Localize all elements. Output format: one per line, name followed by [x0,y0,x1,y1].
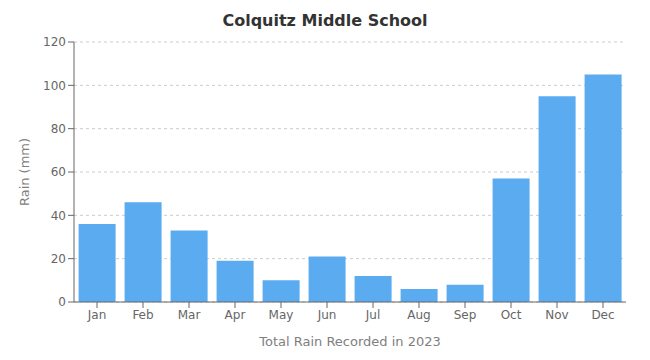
svg-text:40: 40 [51,209,66,223]
svg-text:Rain (mm): Rain (mm) [17,138,32,206]
svg-text:Apr: Apr [225,308,246,322]
svg-text:Jul: Jul [365,308,380,322]
svg-text:120: 120 [43,35,66,49]
svg-text:Jan: Jan [87,308,107,322]
svg-text:May: May [269,308,294,322]
svg-text:Sep: Sep [454,308,477,322]
svg-text:Jun: Jun [317,308,337,322]
html-text:Colquitz Middle School: Colquitz Middle School [222,11,428,30]
svg-text:Nov: Nov [545,308,568,322]
svg-text:Aug: Aug [407,308,430,322]
svg-text:Mar: Mar [178,308,201,322]
svg-text:20: 20 [51,252,66,266]
svg-text:80: 80 [51,122,66,136]
svg-text:0: 0 [58,295,66,309]
svg-text:60: 60 [51,165,66,179]
svg-text:100: 100 [43,79,66,93]
svg-text:Oct: Oct [501,308,522,322]
svg-text:Dec: Dec [591,308,614,322]
svg-text:Feb: Feb [132,308,153,322]
svg-text:Total Rain Recorded in 2023: Total Rain Recorded in 2023 [258,334,441,349]
